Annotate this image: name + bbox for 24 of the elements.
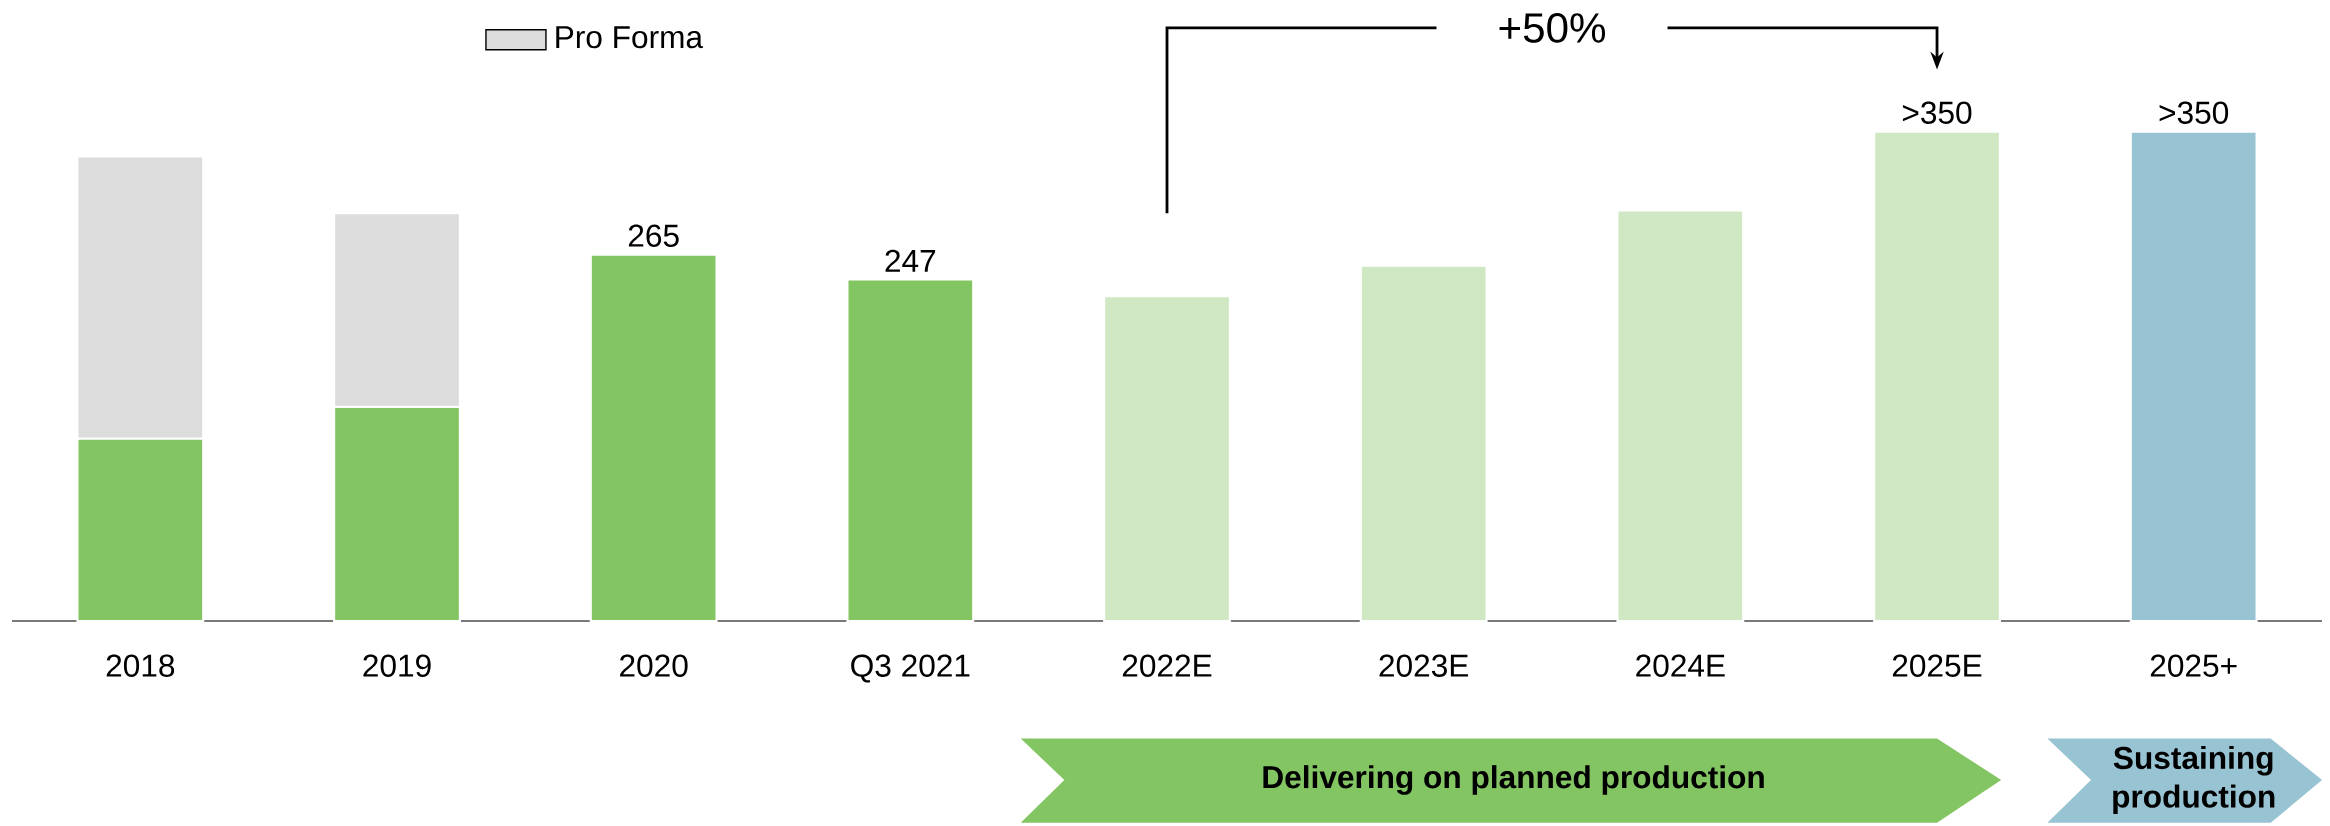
text: +50%: [1499, 13, 1606, 43]
x-tick-label: 2025E: [1892, 654, 1982, 678]
bar: [589, 253, 718, 623]
x-tick-label: 2024E: [1636, 654, 1725, 678]
bar: [1103, 295, 1231, 623]
bar: [1616, 209, 1745, 623]
bar: [1873, 130, 2001, 623]
x-tick-label: 2022E: [1122, 654, 1212, 678]
text: Delivering on planned production: [1263, 765, 1764, 795]
bar: [2129, 130, 2258, 623]
x-tick-label: 2023E: [1379, 654, 1469, 678]
x-tick-label: 2018: [106, 654, 175, 678]
legend-label: Pro Forma: [556, 26, 704, 49]
bar: [846, 278, 975, 623]
x-tick-label: 2019: [363, 654, 431, 678]
data-label: >350: [2159, 101, 2229, 125]
bar: [1359, 264, 1488, 623]
data-label: >350: [1902, 101, 1972, 125]
x-tick-label: 2025+: [2150, 654, 2237, 678]
data-label: 265: [628, 224, 679, 248]
x-tick-label: Q3 2021: [851, 654, 970, 683]
text: Sustaining production: [2113, 746, 2275, 815]
data-label: 247: [885, 249, 936, 272]
x-tick-label: 2020: [620, 654, 688, 678]
